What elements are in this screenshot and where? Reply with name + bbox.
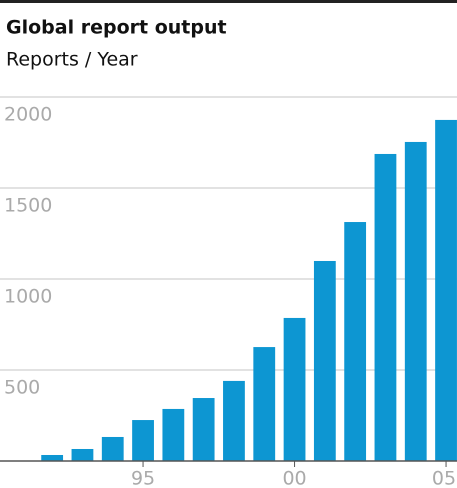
x-tick-label: 05 xyxy=(432,468,456,488)
bar xyxy=(313,260,336,461)
bar xyxy=(404,141,427,462)
bar xyxy=(374,153,397,461)
bar xyxy=(41,454,64,461)
chart-title: Global report output xyxy=(6,17,227,39)
bar xyxy=(192,398,215,461)
y-tick-label: 500 xyxy=(4,377,40,399)
x-tick-label: 00 xyxy=(282,468,306,488)
bar xyxy=(162,408,185,461)
chart-subtitle: Reports / Year xyxy=(6,49,138,71)
bar xyxy=(253,347,276,461)
bar xyxy=(435,119,457,461)
x-tick-label: 95 xyxy=(131,468,155,488)
bar xyxy=(132,420,154,461)
y-tick-label: 2000 xyxy=(4,104,52,126)
y-tick-label: 1000 xyxy=(4,286,52,308)
y-tick-label: 1500 xyxy=(4,195,52,217)
bar xyxy=(283,317,306,461)
bar xyxy=(223,380,245,461)
bar xyxy=(344,222,367,461)
bar xyxy=(101,436,124,461)
bar xyxy=(71,448,94,461)
top-rule xyxy=(0,0,457,3)
